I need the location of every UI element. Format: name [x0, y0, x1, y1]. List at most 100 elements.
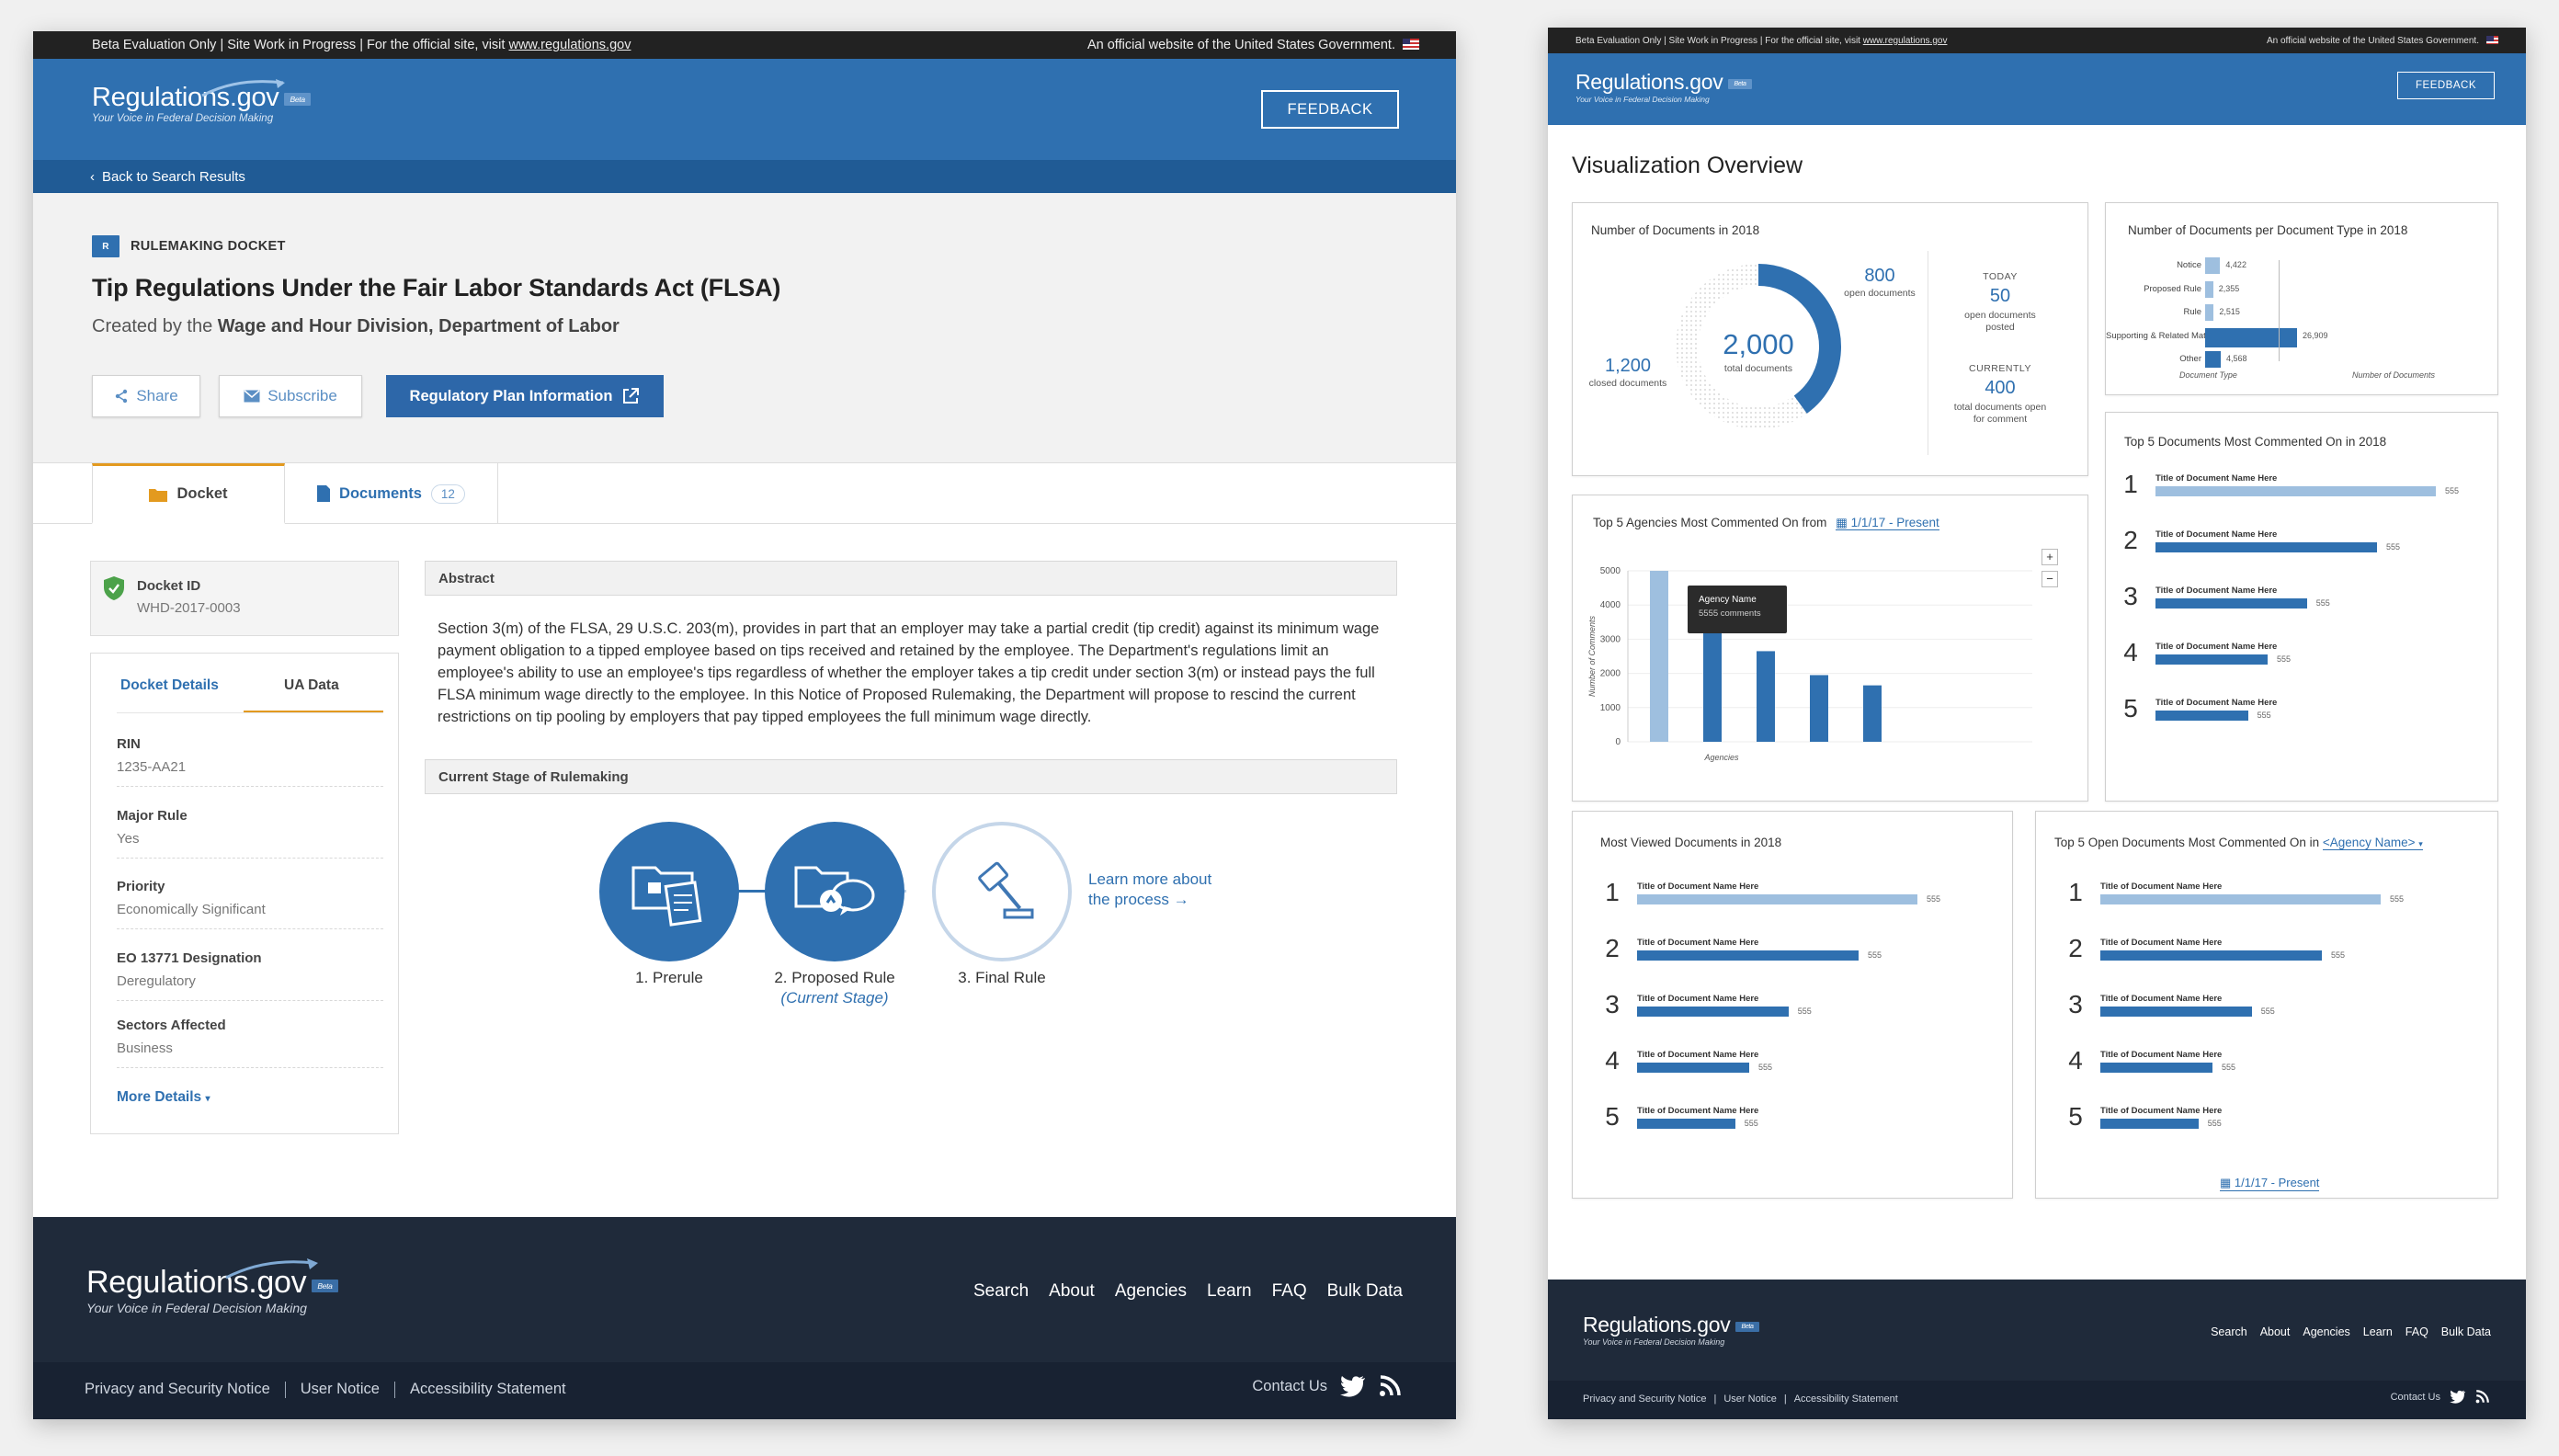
document-title-link[interactable]: Title of Document Name Here — [2100, 938, 2223, 948]
footer-legal-links: Privacy and Security Notice | User Notice… — [1583, 1393, 1898, 1405]
footer-link-about[interactable]: About — [1049, 1281, 1095, 1301]
user-notice-link[interactable]: User Notice — [1723, 1393, 1777, 1405]
tab-docket-details[interactable]: Docket Details — [120, 677, 219, 693]
more-details-link[interactable]: More Details ▾ — [117, 1089, 210, 1105]
site-footer: Regulations.gov Beta Your Voice in Federa… — [1548, 1280, 2526, 1419]
docket-id-label: Docket ID — [137, 578, 201, 594]
learn-more-link[interactable]: Learn more about the process → — [1088, 870, 1212, 908]
document-title-link[interactable]: Title of Document Name Here — [2155, 642, 2278, 652]
official-site-link[interactable]: www.regulations.gov — [1862, 35, 1948, 46]
gov-banner: Beta Evaluation Only | Site Work in Prog… — [1548, 28, 2526, 53]
footer-link-bulk-data[interactable]: Bulk Data — [2440, 1325, 2491, 1338]
document-comment-count: 555 — [2222, 1063, 2236, 1072]
footer-link-agencies[interactable]: Agencies — [2303, 1325, 2350, 1338]
doctype-value: 4,422 — [2225, 260, 2246, 269]
document-icon — [317, 485, 331, 502]
document-comment-count: 555 — [1758, 1063, 1773, 1072]
twitter-icon[interactable] — [2450, 1390, 2466, 1404]
back-link[interactable]: ‹ Back to Search Results — [33, 160, 1456, 193]
regulatory-plan-button[interactable]: Regulatory Plan Information — [386, 375, 664, 417]
caret-down-icon: ▾ — [205, 1094, 210, 1104]
zoom-out-button[interactable]: − — [2042, 571, 2058, 587]
document-bar — [2100, 894, 2381, 904]
footer-logo[interactable]: Regulations.gov Beta Your Voice in Federa… — [1583, 1313, 1759, 1347]
feedback-button[interactable]: FEEDBACK — [1261, 90, 1399, 129]
footer-link-search[interactable]: Search — [2211, 1325, 2247, 1338]
contact-us-link[interactable]: Contact Us — [1252, 1377, 1327, 1394]
rss-icon[interactable] — [1379, 1375, 1401, 1397]
privacy-link[interactable]: Privacy and Security Notice — [85, 1381, 270, 1397]
agency-select[interactable]: <Agency Name> ▾ — [2322, 836, 2423, 850]
shield-check-icon — [104, 576, 124, 600]
document-title-link[interactable]: Title of Document Name Here — [1637, 994, 1759, 1004]
agency-bar — [1863, 685, 1882, 742]
document-bar — [2155, 711, 2248, 721]
document-bar — [2155, 654, 2268, 665]
doctype-value: 2,355 — [2218, 283, 2240, 293]
document-bar — [1637, 894, 1917, 904]
rss-icon[interactable] — [2475, 1390, 2489, 1404]
document-title-link[interactable]: Title of Document Name Here — [2100, 1050, 2223, 1060]
logo[interactable]: Regulations.gov Beta Your Voice in Federa… — [92, 79, 311, 124]
logo-swoosh-icon — [201, 79, 285, 97]
accessibility-link[interactable]: Accessibility Statement — [409, 1381, 566, 1397]
document-title-link[interactable]: Title of Document Name Here — [2100, 1106, 2223, 1116]
zoom-in-button[interactable]: + — [2042, 549, 2058, 565]
tab-documents[interactable]: Documents 12 — [285, 463, 498, 524]
document-title-link[interactable]: Title of Document Name Here — [1637, 1050, 1759, 1060]
rank-number: 3 — [1605, 990, 1620, 1018]
footer-link-faq[interactable]: FAQ — [1271, 1281, 1307, 1301]
document-title-link[interactable]: Title of Document Name Here — [2100, 994, 2223, 1004]
feedback-button[interactable]: FEEDBACK — [2397, 72, 2495, 99]
document-title-link[interactable]: Title of Document Name Here — [2155, 473, 2278, 483]
contact-us-link[interactable]: Contact Us — [2390, 1391, 2440, 1403]
rank-number: 1 — [2123, 470, 2138, 498]
footer-logo[interactable]: Regulations.gov Beta Your Voice in Federa… — [86, 1258, 338, 1315]
rank-number: 3 — [2068, 990, 2083, 1018]
y-tick-label: 5000 — [1600, 566, 1621, 576]
beta-notice: Beta Evaluation Only | Site Work in Prog… — [92, 38, 509, 52]
document-comment-count: 555 — [1867, 950, 1882, 960]
footer-link-bulk-data[interactable]: Bulk Data — [1326, 1281, 1403, 1301]
footer-link-faq[interactable]: FAQ — [2405, 1325, 2428, 1338]
rank-number: 2 — [1605, 934, 1620, 962]
external-link-icon — [621, 387, 640, 405]
document-title-link[interactable]: Title of Document Name Here — [2155, 529, 2278, 540]
document-title-link[interactable]: Title of Document Name Here — [2155, 698, 2278, 708]
twitter-icon[interactable] — [1340, 1375, 1366, 1397]
page-title: Tip Regulations Under the Fair Labor Sta… — [92, 274, 781, 301]
footer-link-learn[interactable]: Learn — [1207, 1281, 1252, 1301]
logo[interactable]: Regulations.gov Beta Your Voice in Federa… — [1575, 70, 1752, 104]
privacy-link[interactable]: Privacy and Security Notice — [1583, 1393, 1707, 1405]
closed-documents-value: 1,200 — [1604, 356, 1652, 376]
footer-link-about[interactable]: About — [2259, 1325, 2291, 1338]
document-comment-count: 555 — [1797, 1007, 1812, 1016]
documents-2018-panel: Number of Documents in 2018 2,000 total … — [1572, 202, 2088, 476]
tab-docket[interactable]: Docket — [92, 463, 285, 524]
footer-legal-links: Privacy and Security Notice User Notice … — [85, 1381, 566, 1398]
details-card: Docket Details UA Data RIN 1235-AA21 Majo… — [90, 653, 399, 1134]
detail-row: Sectors Affected Business — [117, 1018, 383, 1068]
footer-link-search[interactable]: Search — [972, 1281, 1029, 1301]
document-bar — [1637, 1063, 1749, 1073]
doctype-value: 26,909 — [2303, 330, 2328, 340]
document-title-link[interactable]: Title of Document Name Here — [1637, 938, 1759, 948]
user-notice-link[interactable]: User Notice — [300, 1381, 380, 1397]
footer-link-agencies[interactable]: Agencies — [1114, 1281, 1187, 1301]
footer-link-learn[interactable]: Learn — [2362, 1325, 2393, 1338]
document-comment-count: 555 — [2385, 542, 2400, 552]
official-site-link[interactable]: www.regulations.gov — [508, 38, 631, 52]
share-button[interactable]: Share — [92, 375, 200, 417]
rank-number: 4 — [2123, 638, 2138, 666]
tab-ua-data[interactable]: UA Data — [284, 677, 339, 693]
subscribe-button[interactable]: Subscribe — [219, 375, 362, 417]
site-footer: Regulations.gov Beta Your Voice in Federa… — [33, 1217, 1456, 1419]
document-title-link[interactable]: Title of Document Name Here — [1637, 882, 1759, 892]
agencies-date-range[interactable]: ▦ 1/1/17 - Present — [1836, 516, 1939, 530]
document-title-link[interactable]: Title of Document Name Here — [2100, 882, 2223, 892]
open-date-range[interactable]: ▦ 1/1/17 - Present — [2220, 1176, 2320, 1191]
document-title-link[interactable]: Title of Document Name Here — [1637, 1106, 1759, 1116]
document-bar — [2100, 1063, 2212, 1073]
accessibility-link[interactable]: Accessibility Statement — [1793, 1393, 1898, 1405]
document-title-link[interactable]: Title of Document Name Here — [2155, 586, 2278, 596]
